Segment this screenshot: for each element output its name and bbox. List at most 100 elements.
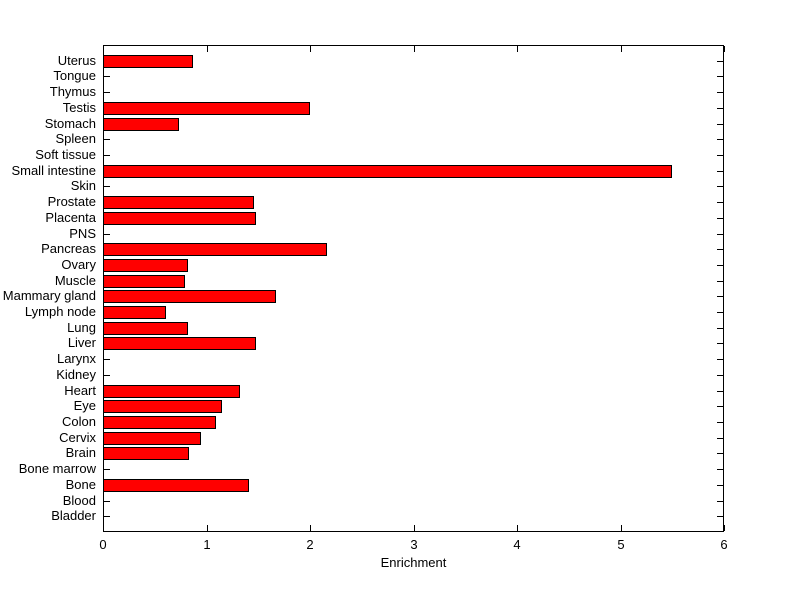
x-axis-title: Enrichment bbox=[380, 555, 447, 570]
x-tick-label-5: 5 bbox=[617, 537, 625, 552]
y-tick-label-tongue: Tongue bbox=[53, 68, 96, 83]
y-tick-label-pancreas: Pancreas bbox=[41, 241, 96, 256]
bar-stomach bbox=[103, 118, 179, 131]
y-tick-label-cervix: Cervix bbox=[59, 430, 96, 445]
x-tick-bottom-6 bbox=[724, 525, 725, 531]
y-tick-right-uterus bbox=[717, 61, 723, 62]
x-tick-bottom-1 bbox=[207, 525, 208, 531]
x-tick-bottom-2 bbox=[310, 525, 311, 531]
bar-testis bbox=[103, 102, 310, 115]
bar-colon bbox=[103, 416, 216, 429]
y-tick-left-blood bbox=[104, 501, 110, 502]
bar-bone bbox=[103, 479, 249, 492]
y-tick-right-ovary bbox=[717, 265, 723, 266]
y-tick-right-larynx bbox=[717, 359, 723, 360]
x-tick-top-2 bbox=[310, 46, 311, 52]
y-tick-label-eye: Eye bbox=[73, 398, 96, 413]
y-tick-right-lung bbox=[717, 328, 723, 329]
y-tick-label-mammary-gland: Mammary gland bbox=[2, 288, 96, 303]
y-tick-right-thymus bbox=[717, 92, 723, 93]
y-tick-right-pns bbox=[717, 234, 723, 235]
y-tick-left-soft-tissue bbox=[104, 155, 110, 156]
x-tick-label-0: 0 bbox=[99, 537, 107, 552]
y-tick-right-mammary-gland bbox=[717, 296, 723, 297]
y-tick-label-heart: Heart bbox=[64, 383, 96, 398]
y-tick-left-kidney bbox=[104, 375, 110, 376]
y-tick-label-skin: Skin bbox=[70, 178, 96, 193]
x-tick-bottom-3 bbox=[414, 525, 415, 531]
y-tick-right-placenta bbox=[717, 218, 723, 219]
y-tick-label-blood: Blood bbox=[62, 493, 96, 508]
y-tick-right-spleen bbox=[717, 139, 723, 140]
y-tick-label-placenta: Placenta bbox=[45, 210, 96, 225]
bar-small-intestine bbox=[103, 165, 672, 178]
x-tick-bottom-4 bbox=[517, 525, 518, 531]
bar-ovary bbox=[103, 259, 188, 272]
x-tick-label-6: 6 bbox=[720, 537, 728, 552]
bar-prostate bbox=[103, 196, 254, 209]
y-tick-right-brain bbox=[717, 453, 723, 454]
axes-box bbox=[103, 45, 724, 532]
y-tick-label-liver: Liver bbox=[67, 335, 96, 350]
x-tick-label-2: 2 bbox=[306, 537, 314, 552]
y-tick-label-spleen: Spleen bbox=[55, 131, 96, 146]
y-tick-label-brain: Brain bbox=[65, 445, 96, 460]
bar-cervix bbox=[103, 432, 201, 445]
y-tick-label-ovary: Ovary bbox=[61, 257, 96, 272]
y-tick-right-prostate bbox=[717, 202, 723, 203]
y-tick-right-cervix bbox=[717, 438, 723, 439]
y-tick-left-spleen bbox=[104, 139, 110, 140]
y-tick-right-soft-tissue bbox=[717, 155, 723, 156]
x-tick-top-6 bbox=[724, 46, 725, 52]
x-tick-label-1: 1 bbox=[203, 537, 211, 552]
x-tick-top-5 bbox=[621, 46, 622, 52]
x-tick-bottom-0 bbox=[103, 525, 104, 531]
y-tick-right-testis bbox=[717, 108, 723, 109]
y-tick-left-tongue bbox=[104, 76, 110, 77]
bar-lung bbox=[103, 322, 188, 335]
x-tick-bottom-5 bbox=[621, 525, 622, 531]
y-tick-label-muscle: Muscle bbox=[54, 273, 96, 288]
y-tick-label-testis: Testis bbox=[62, 100, 96, 115]
x-tick-top-1 bbox=[207, 46, 208, 52]
y-tick-label-lymph-node: Lymph node bbox=[24, 304, 96, 319]
y-tick-left-larynx bbox=[104, 359, 110, 360]
x-tick-label-3: 3 bbox=[410, 537, 418, 552]
x-tick-top-4 bbox=[517, 46, 518, 52]
y-tick-label-pns: PNS bbox=[69, 226, 96, 241]
y-tick-right-colon bbox=[717, 422, 723, 423]
x-tick-top-0 bbox=[103, 46, 104, 52]
y-tick-right-blood bbox=[717, 501, 723, 502]
y-tick-left-thymus bbox=[104, 92, 110, 93]
x-tick-label-4: 4 bbox=[513, 537, 521, 552]
y-tick-right-bladder bbox=[717, 516, 723, 517]
bar-uterus bbox=[103, 55, 193, 68]
y-tick-right-eye bbox=[717, 406, 723, 407]
bar-muscle bbox=[103, 275, 185, 288]
y-tick-left-bone-marrow bbox=[104, 469, 110, 470]
y-tick-right-heart bbox=[717, 391, 723, 392]
x-tick-top-3 bbox=[414, 46, 415, 52]
y-tick-right-skin bbox=[717, 186, 723, 187]
bar-lymph-node bbox=[103, 306, 166, 319]
bar-placenta bbox=[103, 212, 256, 225]
bar-mammary-gland bbox=[103, 290, 276, 303]
bar-pancreas bbox=[103, 243, 327, 256]
bar-eye bbox=[103, 400, 222, 413]
bar-liver bbox=[103, 337, 256, 350]
y-tick-right-small-intestine bbox=[717, 171, 723, 172]
y-tick-label-prostate: Prostate bbox=[47, 194, 96, 209]
y-tick-label-colon: Colon bbox=[62, 414, 96, 429]
y-tick-label-larynx: Larynx bbox=[56, 351, 96, 366]
y-tick-right-bone bbox=[717, 485, 723, 486]
y-tick-left-skin bbox=[104, 186, 110, 187]
y-tick-right-liver bbox=[717, 343, 723, 344]
bar-heart bbox=[103, 385, 240, 398]
y-tick-right-muscle bbox=[717, 281, 723, 282]
bar-brain bbox=[103, 447, 189, 460]
y-tick-label-bone: Bone bbox=[65, 477, 96, 492]
y-tick-right-tongue bbox=[717, 76, 723, 77]
y-tick-right-pancreas bbox=[717, 249, 723, 250]
y-tick-left-bladder bbox=[104, 516, 110, 517]
